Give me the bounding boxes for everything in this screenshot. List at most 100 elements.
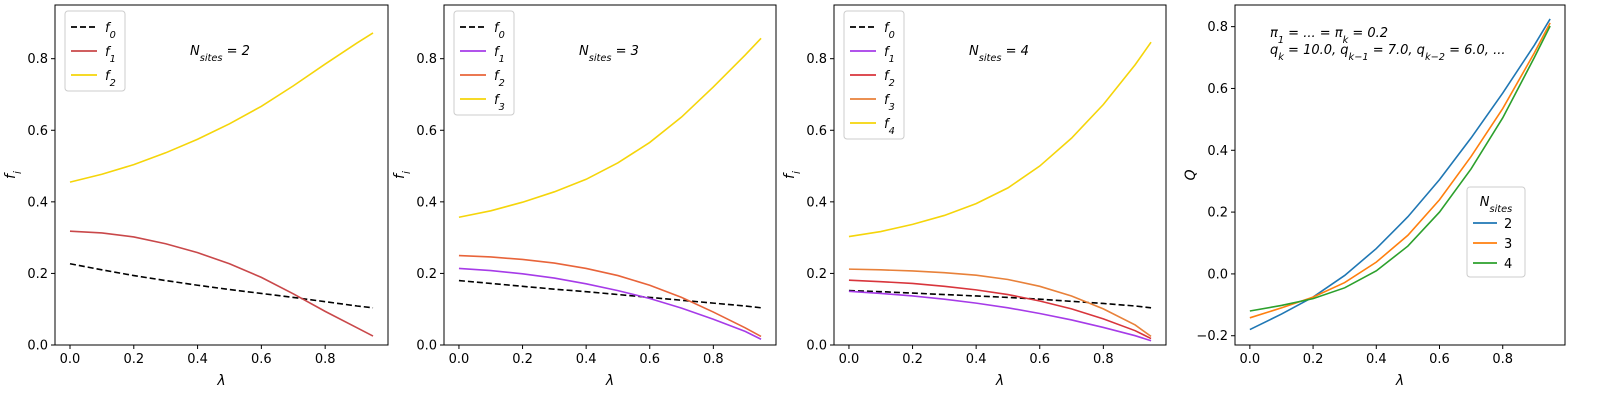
legend-label: f2 <box>884 69 895 89</box>
y-tick-label: 0.2 <box>416 267 437 282</box>
series-line-f0 <box>458 279 762 309</box>
y-axis-label: fi <box>392 171 413 179</box>
axes-frame <box>443 4 777 346</box>
legend-label: f0 <box>105 21 116 41</box>
legend-label: f0 <box>494 21 505 41</box>
x-tick-label: 0.8 <box>1492 352 1513 367</box>
chart-panel-2: 0.0 0.2 0.4 0.6 0.8 0.0 0.2 0.4 0.6 0.8 λ fi Nsites … <box>392 4 777 389</box>
y-axis-label: fi <box>3 171 24 179</box>
chart-panel-3: 0.0 0.2 0.4 0.6 0.8 0.0 0.2 0.4 0.6 0.8 λ fi Nsites … <box>782 4 1167 389</box>
x-tick-label: 0.0 <box>1240 352 1261 367</box>
y-tick-label: 0.2 <box>27 267 48 282</box>
x-tick-label: 0.6 <box>1029 352 1050 367</box>
y-tick-label: 0.0 <box>806 339 827 354</box>
x-tick-label: 0.0 <box>449 352 470 367</box>
y-tick-label: 0.8 <box>806 52 827 67</box>
annotation-line-2: qk = 10.0, qk−1 = 7.0, qk−2 = 6.0, ... <box>1270 43 1505 63</box>
x-tick-label: 0.8 <box>703 352 724 367</box>
y-axis-label: Q <box>1183 169 1199 180</box>
series-line-f2 <box>458 254 762 338</box>
series-line-f1 <box>848 290 1152 342</box>
series-line-f0 <box>69 262 374 309</box>
y-tick-label: 0.2 <box>806 267 827 282</box>
y-tick-label: 0.8 <box>27 52 48 67</box>
legend-box <box>1466 186 1526 278</box>
y-tick-label: 0.6 <box>1207 82 1228 97</box>
series-line-4 <box>1249 25 1551 312</box>
plot-area <box>458 37 762 340</box>
legend-label: f1 <box>105 45 116 65</box>
series-line-f2 <box>69 32 374 183</box>
legend-label: 2 <box>1504 217 1512 232</box>
x-tick-label: 0.0 <box>60 352 81 367</box>
y-tick-label: 0.6 <box>416 124 437 139</box>
legend-label: 3 <box>1504 237 1512 252</box>
series-line-f2 <box>848 279 1152 340</box>
axes-frame <box>833 4 1167 346</box>
annotation: Nsites = 4 <box>969 44 1029 64</box>
annotation-line-1: π1 = ... = πk = 0.2 <box>1270 26 1388 46</box>
y-tick-label: 0.0 <box>1207 267 1228 282</box>
plot-area <box>1249 18 1551 331</box>
y-tick-label: 0.4 <box>806 195 827 210</box>
legend-label: 4 <box>1504 257 1512 272</box>
series-line-2 <box>1249 18 1551 331</box>
x-tick-label: 0.6 <box>1429 352 1450 367</box>
legend-label: f4 <box>884 117 895 137</box>
y-tick-label: 0.2 <box>1207 206 1228 221</box>
y-tick-label: 0.8 <box>1207 20 1228 35</box>
y-tick-label: −0.2 <box>1196 329 1228 344</box>
y-tick-label: 0.6 <box>806 124 827 139</box>
legend-label: f0 <box>884 21 895 41</box>
x-axis-label: λ <box>1395 373 1404 389</box>
x-tick-label: 0.6 <box>639 352 660 367</box>
legend-label: f2 <box>105 69 116 89</box>
y-tick-label: 0.8 <box>416 52 437 67</box>
annotation: Nsites = 2 <box>190 44 250 64</box>
chart-panel-1: 0.0 0.2 0.4 0.6 0.8 0.0 0.2 0.4 0.6 0.8 λ fi Nsites … <box>3 4 389 389</box>
series-line-f0 <box>848 289 1152 309</box>
x-tick-label: 0.4 <box>966 352 987 367</box>
x-tick-label: 0.8 <box>315 352 336 367</box>
chart-panel-4: 0.0 0.2 0.4 0.6 0.8 −0.2 0.0 0.2 0.4 0.6 0.8 λ Qπ1 =… <box>1183 4 1566 389</box>
y-tick-label: 0.4 <box>27 195 48 210</box>
x-tick-label: 0.2 <box>512 352 533 367</box>
series-line-f1 <box>69 230 374 337</box>
legend-label: f3 <box>884 93 895 113</box>
y-tick-label: 0.6 <box>27 124 48 139</box>
series-line-f3 <box>458 37 762 219</box>
axes-frame <box>54 4 389 346</box>
series-line-f1 <box>458 267 762 340</box>
legend-label: f1 <box>884 45 895 65</box>
legend: f0 f1 f2 <box>64 10 126 92</box>
x-tick-label: 0.4 <box>576 352 597 367</box>
y-tick-label: 0.4 <box>1207 144 1228 159</box>
x-axis-label: λ <box>995 373 1004 389</box>
legend: Nsites 2 3 4 <box>1466 186 1526 278</box>
series-line-f3 <box>848 268 1152 338</box>
annotation: Nsites = 3 <box>579 44 639 64</box>
x-tick-label: 0.8 <box>1093 352 1114 367</box>
y-tick-label: 0.4 <box>416 195 437 210</box>
plot-area <box>69 32 374 337</box>
legend-label: f3 <box>494 93 505 113</box>
x-tick-label: 0.2 <box>1303 352 1324 367</box>
x-tick-label: 0.0 <box>839 352 860 367</box>
legend-title: Nsites <box>1480 195 1512 215</box>
legend-label: f1 <box>494 45 505 65</box>
plot-area <box>848 41 1152 342</box>
legend: f0 f1 f2 f3 f4 <box>843 10 905 140</box>
x-tick-label: 0.2 <box>123 352 144 367</box>
y-axis-label: fi <box>782 171 803 179</box>
legend: f0 f1 f2 f3 <box>453 10 515 116</box>
axes-frame <box>1234 4 1566 346</box>
x-axis-label: λ <box>605 373 614 389</box>
legend-box <box>453 10 515 116</box>
x-tick-label: 0.4 <box>187 352 208 367</box>
y-tick-label: 0.0 <box>416 339 437 354</box>
series-line-f4 <box>848 41 1152 238</box>
x-tick-label: 0.6 <box>251 352 272 367</box>
x-tick-label: 0.4 <box>1366 352 1387 367</box>
legend-label: f2 <box>494 69 505 89</box>
